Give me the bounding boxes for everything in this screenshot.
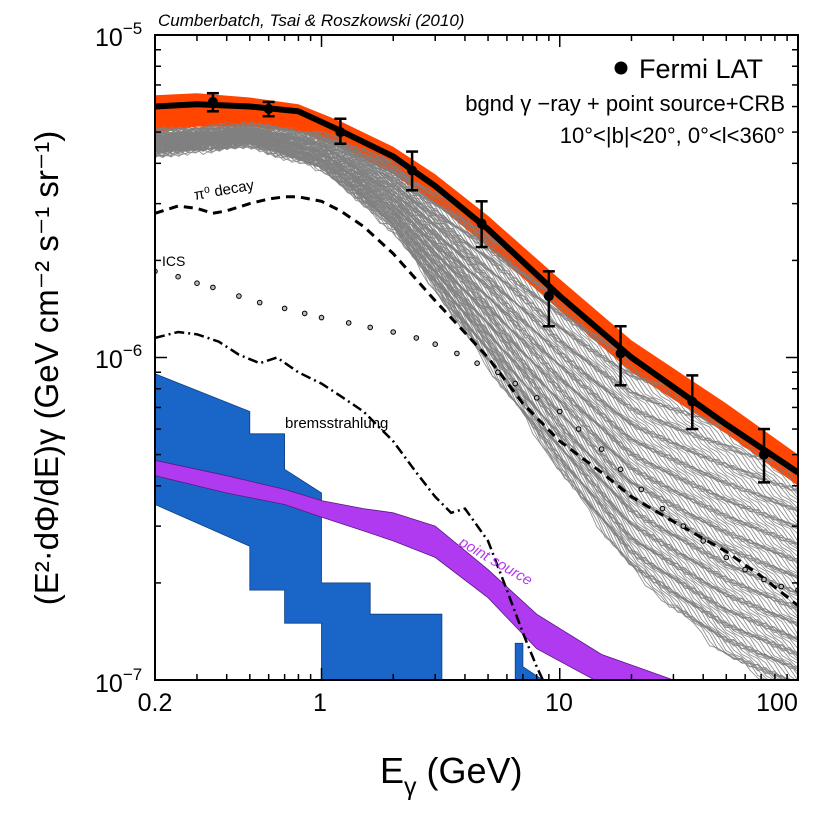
ics-point [495,369,501,376]
ics-point [778,583,785,590]
legend-region-label: 10°<|b|<20°, 0°<l<360° [560,123,785,148]
ics-point [512,380,519,387]
y-tick-base: 10 [95,24,123,52]
point-source-band-layer [155,459,674,680]
gray-model-line [155,138,763,680]
gray-model-line [155,137,767,680]
ics-point [194,280,200,287]
ics-point [533,395,540,401]
ics-point [598,446,605,452]
ics-point [432,341,439,348]
gray-model-lines-layer [155,121,798,680]
ics-point [680,523,687,529]
fermi-data-point [687,396,698,407]
y-tick-labels: 10−5 10−6 10−7 [95,19,142,698]
crb-band-polygon [514,642,544,680]
y-tick-label: 10−6 [95,341,142,374]
pi0-decay-label: π⁰ decay [193,177,256,204]
legend-model-label: bgnd γ −ray + point source+CRB [465,91,785,116]
legend-fermi-label: Fermi LAT [639,54,763,84]
ics-point [390,329,397,335]
legend-marker [614,61,628,75]
y-tick-exp: −5 [123,19,142,38]
ics-point [281,305,288,312]
fermi-data-point [543,291,554,302]
gray-model-line [155,124,798,513]
x-axis-label-sub: γ [404,773,417,801]
ics-point [175,273,181,280]
ics-point [210,284,216,291]
ics-point [256,299,263,306]
ics-point [742,566,748,573]
gray-model-line [155,137,775,680]
ics-point [413,335,420,341]
crb-band-polygon [155,373,443,680]
fermi-data-point [407,165,418,176]
y-tick-base: 10 [95,346,123,374]
ics-point [345,320,352,326]
x-tick-labels: 0.2 1 10 100 [138,689,798,717]
y-tick-exp: −7 [123,665,142,684]
pi0-decay-curve [155,195,798,607]
ics-point [659,505,666,512]
ics-point [301,310,308,317]
fermi-data-point [335,127,346,138]
fermi-data-point [476,218,487,229]
bremsstrahlung-label: bremsstrahlung [285,415,388,432]
chart-title: Cumberbatch, Tsai & Roszkowski (2010) [158,11,464,30]
fermi-data-point [759,449,770,460]
y-tick-label: 10−7 [95,665,142,698]
x-tick-label: 100 [756,689,798,717]
ics-point [236,293,242,299]
ics-point [761,576,767,583]
ics-point [617,466,624,473]
y-tick-exp: −6 [123,341,142,360]
ics-point [638,486,645,493]
point-source-band [155,459,674,680]
legend: Fermi LAT bgnd γ −ray + point source+CRB… [465,54,785,148]
ics-label: ICS [162,253,185,269]
ics-point [318,314,325,321]
crb-band-layer [155,373,544,680]
ics-point [557,408,563,415]
gray-model-line [155,138,770,680]
ics-point [723,554,730,561]
gray-model-line [155,138,791,680]
x-tick-label: 10 [545,689,573,717]
gray-model-line [155,124,798,501]
ics-point [474,360,480,367]
tick-marks [154,35,798,681]
ics-point [454,350,460,357]
ics-point [367,324,374,331]
ics-point [700,538,707,544]
fermi-data-point [207,96,218,107]
x-axis-label-base: E [380,750,404,791]
y-axis-label: (E²·dΦ/dE)γ (GeV cm⁻² s⁻¹ sr⁻¹) [28,131,65,606]
fermi-data-point [263,103,274,114]
ics-point [575,426,582,432]
y-tick-base: 10 [95,670,123,698]
component-lines-layer [155,195,798,680]
x-axis-label-rest: (GeV) [417,750,523,791]
x-tick-label: 1 [313,689,327,717]
x-axis-label: Eγ (GeV) [380,750,523,801]
y-tick-label: 10−5 [95,19,142,52]
fermi-data-point [615,348,626,359]
fermi-points-layer [206,91,771,484]
x-tick-label: 0.2 [138,689,173,717]
